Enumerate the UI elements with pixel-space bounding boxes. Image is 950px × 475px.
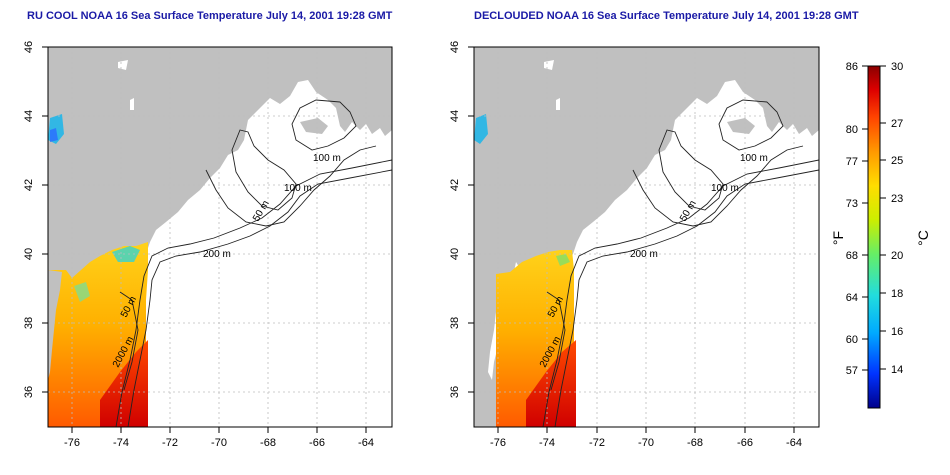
- fahrenheit-tick: 57: [846, 365, 858, 377]
- lake-water: [130, 98, 134, 110]
- colorbar: 86 80 77 73 68 64 60 57 30 27 25 23 20 1…: [830, 61, 931, 409]
- x-tick-label: -76: [64, 437, 80, 449]
- celsius-axis-label: °C: [915, 230, 931, 246]
- sst-cool-patch: [50, 128, 58, 142]
- x-tick-label: -66: [737, 437, 753, 449]
- y-tick-label: 42: [23, 179, 35, 191]
- x-tick-label: -74: [113, 437, 129, 449]
- y-tick-label: 44: [449, 110, 461, 122]
- celsius-tick: 16: [891, 326, 903, 338]
- fahrenheit-tick: 73: [846, 198, 858, 210]
- contour-label: 200 m: [630, 249, 658, 260]
- axis-ticks: [468, 46, 795, 433]
- y-tick-label: 40: [449, 248, 461, 260]
- map-frame: [47, 46, 393, 428]
- contour-label: 200 m: [203, 249, 231, 260]
- colorbar-ticks: [862, 65, 886, 371]
- x-tick-label: -72: [162, 437, 178, 449]
- graticule: [48, 47, 392, 427]
- celsius-tick: 30: [891, 61, 903, 73]
- sst-cool-patch: [556, 254, 570, 266]
- land-mass-coast: [474, 274, 490, 380]
- x-tick-label: -66: [309, 437, 325, 449]
- lake-water: [556, 98, 560, 110]
- land-mass: [474, 47, 819, 427]
- contour-label: 100 m: [711, 183, 739, 194]
- y-tick-label: 36: [23, 386, 35, 398]
- left-map-panel: 100 m 100 m 50 m 200 m 50 m 2000 m -76 -…: [23, 41, 393, 449]
- contour-label: 100 m: [740, 153, 768, 164]
- lake-water: [544, 60, 554, 70]
- x-tick-label: -70: [638, 437, 654, 449]
- celsius-tick: 20: [891, 250, 903, 262]
- y-tick-label: 38: [449, 317, 461, 329]
- x-tick-label: -76: [490, 437, 506, 449]
- right-map-panel: 100 m 100 m 50 m 200 m 50 m 2000 m -76 -…: [449, 41, 820, 449]
- sst-cool-patch: [112, 246, 140, 262]
- y-tick-label: 46: [449, 41, 461, 53]
- y-tick-label: 42: [449, 179, 461, 191]
- celsius-tick: 25: [891, 155, 903, 167]
- axis-ticks: [42, 46, 367, 433]
- x-tick-label: -64: [358, 437, 374, 449]
- celsius-tick: 23: [891, 193, 903, 205]
- celsius-tick: 18: [891, 288, 903, 300]
- y-tick-label: 44: [23, 110, 35, 122]
- graticule: [474, 47, 819, 427]
- bathymetry-contours: [115, 99, 392, 427]
- lake-water: [118, 60, 128, 70]
- x-tick-label: -70: [211, 437, 227, 449]
- land-island: [727, 118, 755, 134]
- x-tick-label: -68: [260, 437, 276, 449]
- contour-label: 100 m: [313, 153, 341, 164]
- fahrenheit-tick: 68: [846, 250, 858, 262]
- left-panel-title: RU COOL NOAA 16 Sea Surface Temperature …: [27, 10, 393, 22]
- x-tick-label: -68: [687, 437, 703, 449]
- sst-cool-patch: [474, 114, 488, 144]
- fahrenheit-tick: 60: [846, 334, 858, 346]
- fahrenheit-tick: 86: [846, 61, 858, 73]
- fahrenheit-axis-label: °F: [830, 231, 846, 245]
- sst-cloud-patch: [74, 282, 90, 302]
- x-tick-label: -64: [786, 437, 802, 449]
- y-tick-label: 36: [449, 386, 461, 398]
- right-panel-title: DECLOUDED NOAA 16 Sea Surface Temperatur…: [474, 10, 859, 22]
- y-tick-label: 38: [23, 317, 35, 329]
- x-tick-label: -72: [589, 437, 605, 449]
- fahrenheit-tick: 80: [846, 124, 858, 136]
- celsius-tick: 27: [891, 118, 903, 130]
- fahrenheit-tick: 77: [846, 156, 858, 168]
- land-mass: [48, 47, 392, 427]
- x-tick-label: -74: [539, 437, 555, 449]
- fahrenheit-tick: 64: [846, 292, 858, 304]
- bathymetry-contours: [542, 99, 819, 427]
- colorbar-gradient: [867, 65, 881, 409]
- y-tick-label: 40: [23, 248, 35, 260]
- y-tick-label: 46: [23, 41, 35, 53]
- land-mass-coast: [48, 270, 62, 380]
- celsius-tick: 14: [891, 364, 903, 376]
- contour-label: 100 m: [284, 183, 312, 194]
- land-island: [300, 118, 328, 134]
